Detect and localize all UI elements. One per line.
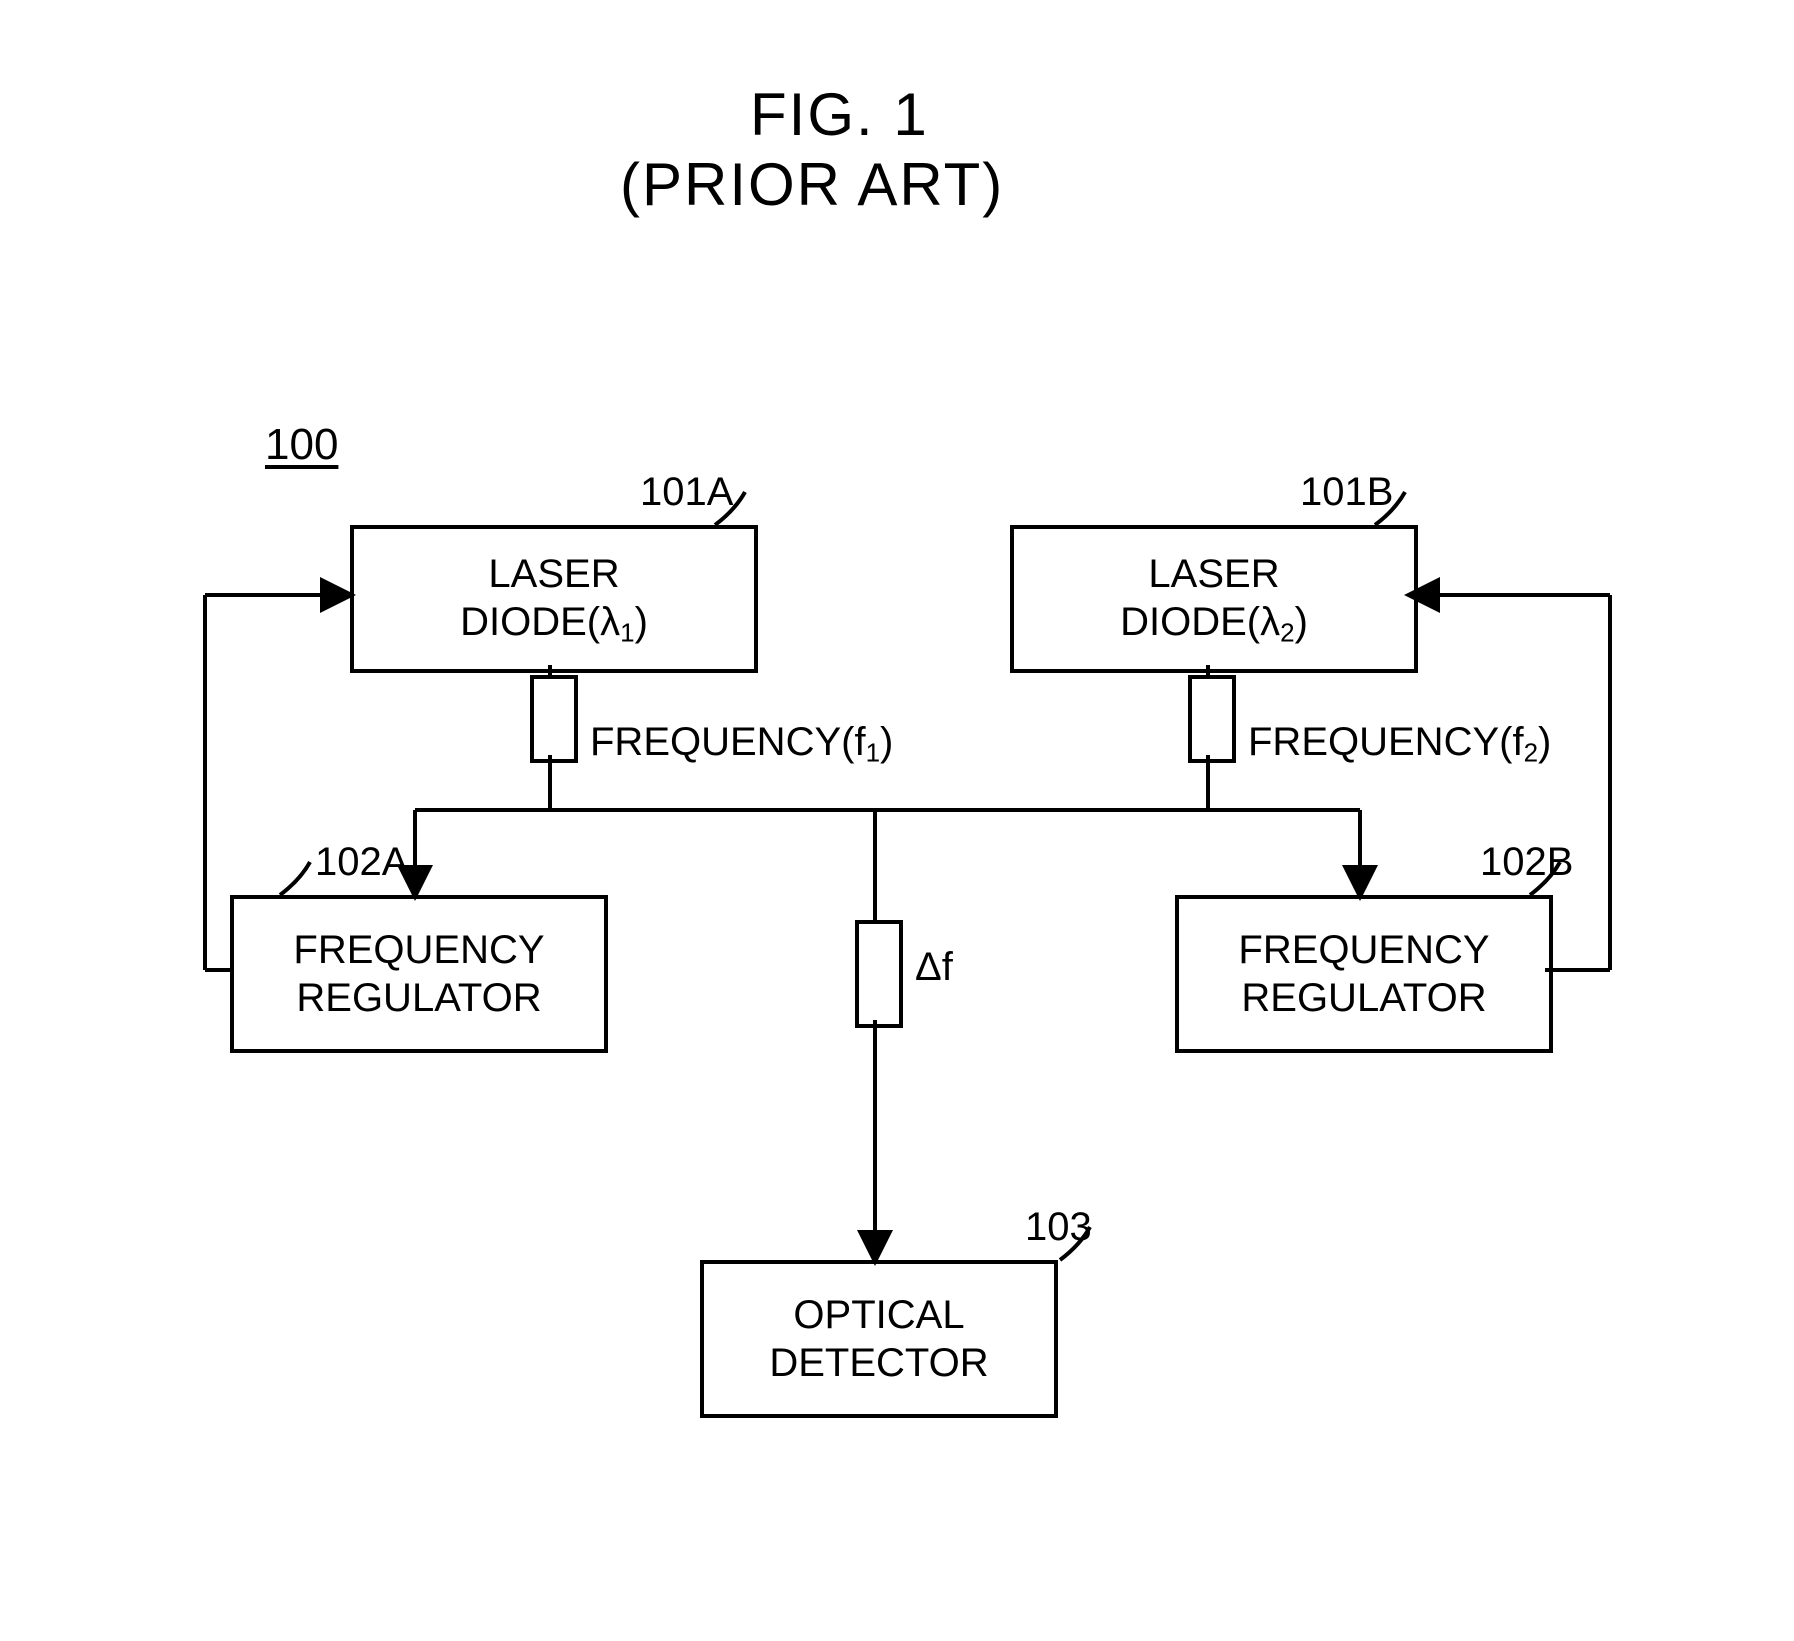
connectors-svg: [0, 0, 1794, 1641]
diagram-canvas: FIG. 1 (PRIOR ART) 100 LASER DIODE(λ1) 1…: [0, 0, 1794, 1641]
